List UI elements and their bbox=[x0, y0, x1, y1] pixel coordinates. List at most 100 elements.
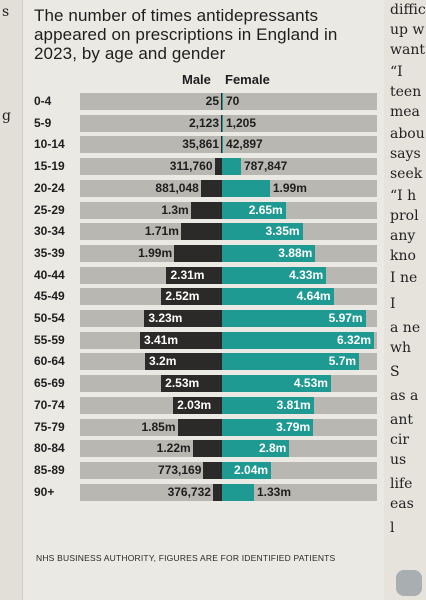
female-value-label: 3.88m bbox=[278, 245, 313, 260]
female-bar bbox=[222, 375, 331, 393]
row-track bbox=[80, 114, 377, 132]
male-value-label: 2.53m bbox=[165, 376, 200, 391]
female-value-label: 70 bbox=[226, 94, 240, 108]
age-group-label: 35-39 bbox=[34, 245, 65, 260]
article-text-line: eas bbox=[390, 496, 414, 512]
male-value-label: 773,169 bbox=[158, 462, 202, 477]
female-bar bbox=[222, 158, 241, 176]
article-text-line: “I h bbox=[390, 188, 417, 204]
article-text-line: diffic bbox=[390, 2, 426, 18]
female-value-label: 3.81m bbox=[276, 397, 311, 412]
article-text-line: prol bbox=[390, 208, 419, 224]
male-bar bbox=[161, 288, 222, 306]
female-bar bbox=[222, 331, 374, 349]
female-value-label: 5.7m bbox=[328, 354, 357, 369]
age-group-label: 90+ bbox=[34, 484, 55, 499]
female-bar bbox=[222, 266, 327, 284]
source-note: NHS BUSINESS AUTHORITY, FIGURES ARE FOR … bbox=[36, 553, 336, 563]
male-value-label: 376,732 bbox=[167, 484, 211, 499]
article-text-line: cir bbox=[390, 432, 410, 448]
male-bar bbox=[139, 331, 222, 349]
female-bar bbox=[222, 114, 223, 132]
male-bar bbox=[221, 136, 222, 154]
female-bar bbox=[222, 483, 254, 501]
male-bar bbox=[180, 223, 222, 241]
male-bar bbox=[221, 114, 222, 132]
male-value-label: 35,861 bbox=[182, 137, 219, 152]
article-text-line: abou bbox=[390, 126, 425, 142]
female-value-label: 6.32m bbox=[336, 332, 371, 347]
female-bar bbox=[222, 310, 366, 327]
female-value-label: 3.79m bbox=[276, 419, 311, 434]
female-bar bbox=[222, 223, 303, 241]
age-group-label: 40-44 bbox=[34, 267, 65, 282]
male-value-label: 1.22m bbox=[156, 441, 191, 456]
male-value-label: 1.3m bbox=[161, 202, 189, 217]
female-bar bbox=[222, 353, 360, 371]
article-text-line: teen bbox=[390, 84, 422, 100]
female-value-label: 5.97m bbox=[328, 311, 363, 325]
male-value-label: 25 bbox=[205, 94, 219, 108]
female-bar bbox=[222, 418, 314, 436]
female-bar bbox=[222, 93, 223, 110]
article-text-line: I ne bbox=[390, 270, 418, 286]
male-value-label: 2.31m bbox=[170, 267, 205, 282]
male-bar bbox=[177, 418, 222, 436]
male-bar bbox=[161, 375, 222, 393]
female-value-label: 3.35m bbox=[265, 224, 300, 239]
male-bar bbox=[190, 201, 222, 219]
adjacent-article-column: diffic up w want “I teen mea abou says seek “I h p… bbox=[384, 0, 426, 600]
female-bar bbox=[222, 440, 290, 458]
age-group-label: 45-49 bbox=[34, 289, 65, 304]
male-value-label: 3.2m bbox=[149, 354, 177, 369]
left-edge-glyph: s bbox=[2, 4, 10, 20]
female-bar bbox=[222, 288, 334, 306]
left-page-edge: s g bbox=[0, 0, 22, 600]
article-text-line: wh bbox=[390, 340, 411, 356]
female-value-label: 42,897 bbox=[226, 137, 263, 152]
age-group-label: 60-64 bbox=[34, 354, 65, 369]
female-bar bbox=[222, 396, 314, 414]
female-bar bbox=[222, 179, 270, 197]
female-value-label: 2.65m bbox=[248, 202, 283, 217]
age-group-label: 0-4 bbox=[34, 94, 52, 108]
female-bar bbox=[222, 461, 272, 479]
female-bar bbox=[222, 136, 224, 154]
article-text-line: “I bbox=[390, 64, 403, 80]
female-value-label: 4.33m bbox=[289, 267, 324, 282]
article-text-line: as a bbox=[390, 388, 419, 404]
male-value-label: 2.03m bbox=[177, 397, 212, 412]
article-text-line: S bbox=[390, 364, 400, 380]
article-text-line: says bbox=[390, 146, 421, 162]
age-group-label: 50-54 bbox=[34, 311, 65, 325]
article-text-line: life bbox=[390, 476, 413, 492]
male-value-label: 2.52m bbox=[165, 289, 200, 304]
age-group-label: 15-19 bbox=[34, 159, 65, 174]
app-badge-icon bbox=[396, 570, 422, 596]
male-value-label: 1.99m bbox=[138, 245, 173, 260]
female-value-label: 2.04m bbox=[234, 462, 269, 477]
age-group-label: 55-59 bbox=[34, 332, 65, 347]
age-group-label: 85-89 bbox=[34, 462, 65, 477]
article-text-line: I bbox=[390, 296, 396, 312]
age-group-label: 80-84 bbox=[34, 441, 65, 456]
male-value-label: 881,048 bbox=[155, 180, 199, 195]
male-bar bbox=[214, 158, 222, 176]
article-text-line: l bbox=[390, 520, 395, 536]
female-value-label: 2.8m bbox=[258, 441, 287, 456]
male-value-label: 3.23m bbox=[148, 311, 183, 325]
age-group-label: 5-9 bbox=[34, 115, 52, 130]
male-bar bbox=[203, 461, 222, 479]
female-value-label: 787,847 bbox=[243, 159, 288, 174]
male-value-label: 311,760 bbox=[169, 159, 213, 174]
female-bar bbox=[222, 244, 316, 262]
article-text-line: us bbox=[390, 452, 407, 468]
age-group-label: 20-24 bbox=[34, 180, 65, 195]
age-group-label: 75-79 bbox=[34, 419, 65, 434]
age-group-label: 70-74 bbox=[34, 397, 65, 412]
female-value-label: 1.99m bbox=[272, 180, 307, 195]
male-bar bbox=[145, 353, 222, 371]
article-text-line: up w bbox=[390, 22, 425, 38]
male-bar bbox=[212, 483, 222, 501]
female-header: Female bbox=[225, 72, 270, 87]
